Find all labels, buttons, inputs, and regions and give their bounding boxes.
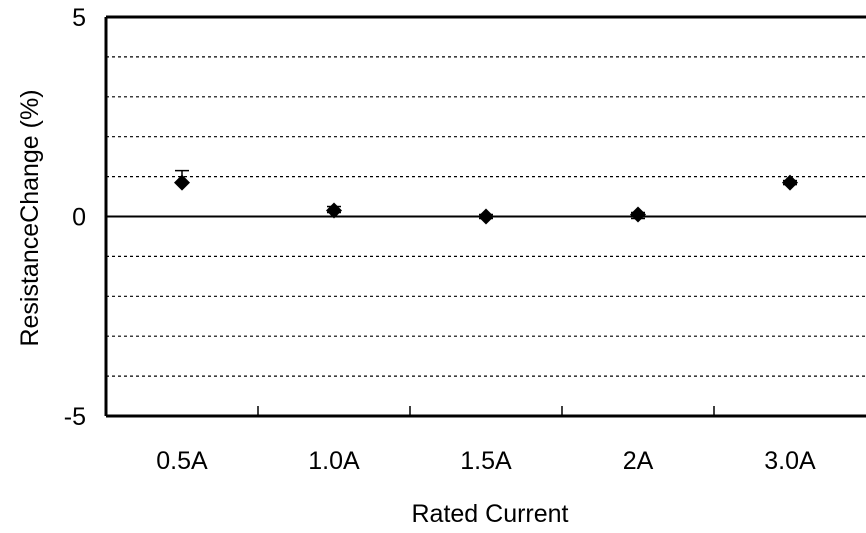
x-tick-label: 2A <box>623 447 654 475</box>
y-axis-title: ResistanceChange (%) <box>16 89 44 346</box>
data-points <box>174 169 798 225</box>
data-point-diamond <box>326 202 342 219</box>
y-tick-labels: 5 0 -5 <box>64 4 86 431</box>
data-point-diamond <box>630 206 646 223</box>
x-axis-title: Rated Current <box>411 500 568 528</box>
x-tick-label: 0.5A <box>156 447 208 475</box>
x-tick-labels: 0.5A 1.0A 1.5A 2A 3.0A <box>156 447 816 475</box>
y-tick-label: 0 <box>72 204 86 232</box>
x-tick-marks <box>257 406 715 416</box>
data-point-diamond <box>782 174 798 191</box>
data-point-diamond <box>478 208 494 225</box>
x-tick-label: 1.5A <box>460 447 512 475</box>
y-tick-label: -5 <box>64 403 86 431</box>
x-tick-label: 1.0A <box>308 447 360 475</box>
data-point-diamond <box>174 174 190 191</box>
x-tick-label: 3.0A <box>764 447 816 475</box>
gridlines <box>106 56 866 377</box>
y-tick-label: 5 <box>72 4 86 32</box>
plot-frame <box>104 15 866 418</box>
